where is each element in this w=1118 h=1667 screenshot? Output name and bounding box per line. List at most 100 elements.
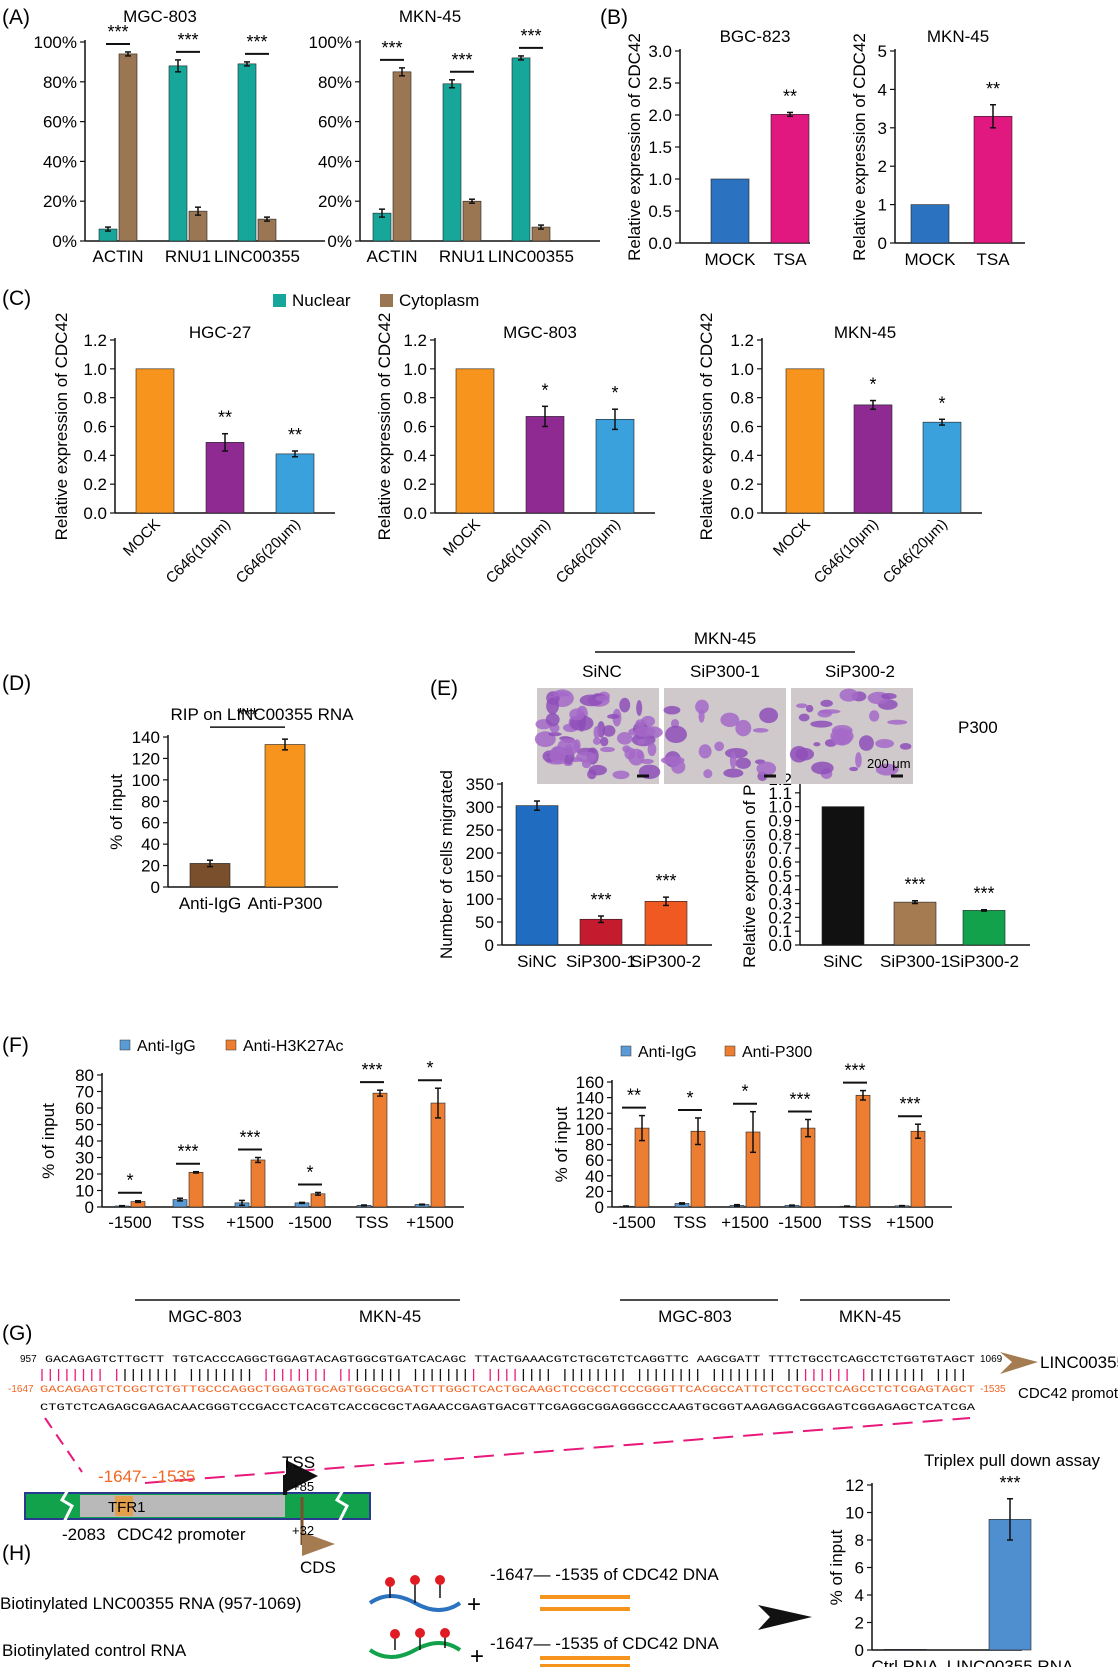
sig-label: ** <box>218 408 232 428</box>
migrated-cell <box>698 744 712 759</box>
y-tick-label: 0 <box>85 1198 94 1217</box>
bar-anti-p300 <box>264 744 306 888</box>
migrated-cell <box>789 745 808 763</box>
bar-mock <box>785 368 825 514</box>
legend-cytoplasm-label: Cytoplasm <box>399 291 479 310</box>
micrograph-sip300-2 <box>789 688 913 784</box>
legend-f1-igg-swatch <box>119 1039 131 1051</box>
y-tick-label: 140 <box>132 728 160 747</box>
y-tick-label: 0.6 <box>730 418 754 437</box>
bar-c646-20-m- <box>275 453 315 514</box>
x-tick-label: ACTIN <box>367 247 418 266</box>
y-tick-label: 120 <box>576 1104 604 1123</box>
migrated-cell <box>695 699 709 714</box>
y-axis-label: % of input <box>827 1529 846 1605</box>
chart-c3: 0.0 0.2 0.4 0.6 0.8 1.0 1.2 MKN-45 Relative expr… <box>697 313 982 587</box>
chart-e1: 0 50 100 150 200 250 300 350 Number of cells mig… <box>437 770 712 971</box>
migrated-cell <box>636 700 643 716</box>
bar-anti-p300 <box>855 1094 871 1208</box>
x-tick-label: SiP300-2 <box>949 952 1019 971</box>
migrated-cell <box>665 725 687 744</box>
sig-label: *** <box>361 1060 382 1080</box>
y-tick-label: 1.2 <box>403 331 427 350</box>
sig-label: *** <box>904 875 925 895</box>
bar-nuclear <box>442 83 462 242</box>
migrated-cell <box>698 709 705 723</box>
y-tick-label: 40 <box>141 835 160 854</box>
y-tick-label: 0.3 <box>768 895 792 914</box>
chart-c1: 0.0 0.2 0.4 0.6 0.8 1.0 1.2 HGC-27 Relative expr… <box>52 313 335 587</box>
y-tick-label: 0 <box>855 1641 864 1660</box>
panel-label-a: (A) <box>2 6 30 29</box>
break-left-icon <box>59 1489 74 1523</box>
g-promoter-label: CDC42 promoter <box>117 1525 246 1544</box>
chart-title: MKN-45 <box>834 323 896 342</box>
migrated-cell <box>724 747 748 759</box>
migrated-cell <box>635 719 646 727</box>
y-tick-label: 160 <box>576 1073 604 1092</box>
y-tick-label: 250 <box>466 821 494 840</box>
legend-f1: Anti-IgG Anti-H3K27Ac <box>119 1038 344 1055</box>
bar-c646-10-m- <box>525 416 565 514</box>
x-tick-label: MOCK <box>440 516 484 560</box>
y-axis-label: Relative expression of CDC42 <box>850 33 869 261</box>
y-tick-label: 20 <box>141 857 160 876</box>
migrated-cell <box>735 719 752 737</box>
bar-nuclear <box>168 65 188 242</box>
migrated-cell <box>723 768 744 778</box>
x-tick-label: C646(10μm) <box>811 516 882 587</box>
g-lnc-label: LINC00355 <box>1040 1353 1118 1372</box>
migrated-cell <box>593 726 600 739</box>
sig-label: *** <box>999 1473 1020 1493</box>
y-tick-label: 2.0 <box>648 106 672 125</box>
h-result-arrow-icon <box>758 1605 812 1630</box>
bar-mock <box>455 368 495 514</box>
x-tick-label: MOCK <box>705 250 757 269</box>
migrated-cell <box>795 703 808 709</box>
x-tick-label: Anti-P300 <box>248 894 323 913</box>
sig-label: *** <box>655 871 676 891</box>
bar-anti-p300 <box>910 1130 926 1208</box>
y-tick-label: 3 <box>878 119 887 138</box>
micrograph-sip300-1 <box>660 688 786 784</box>
bar-anti-h3k27ac <box>250 1159 266 1208</box>
g-region-label: -1647- -1535 <box>98 1467 195 1486</box>
chart-title: BGC-823 <box>720 27 791 46</box>
y-tick-label: 1.1 <box>768 784 792 803</box>
x-tick-label: +1500 <box>886 1213 934 1232</box>
x-tick-label: TSS <box>355 1213 388 1232</box>
x-tick-label: LINC00355 RNA <box>947 1657 1074 1667</box>
f1-group-mgc: MGC-803 <box>168 1307 242 1326</box>
y-tick-label: 0.7 <box>768 839 792 858</box>
chart-a1: 0% 20% 40% 60% 80% 100% MGC-803 ACTIN *** RNU1 ***… <box>34 7 325 266</box>
migrated-cell <box>752 728 769 733</box>
sig-label: ** <box>986 79 1000 99</box>
bar-cytoplasm <box>257 218 277 242</box>
bar-sip300-1 <box>579 918 623 946</box>
y-axis-label: Relative expression of P300 <box>740 756 759 968</box>
migrated-cell <box>617 732 633 745</box>
migrated-cell <box>720 712 740 728</box>
bar-sinc <box>515 805 559 946</box>
x-tick-label: RNU1 <box>165 247 211 266</box>
biotin-markers-1 <box>385 1575 445 1603</box>
y-tick-label: 1.2 <box>83 331 107 350</box>
y-tick-label: 40 <box>585 1167 604 1186</box>
sig-label: ** <box>627 1086 641 1106</box>
sig-label: * <box>611 383 618 403</box>
sig-label: * <box>126 1171 133 1191</box>
sig-label: * <box>869 375 876 395</box>
chart-title: MKN-45 <box>399 7 461 26</box>
y-tick-label: 50 <box>475 913 494 932</box>
x-tick-label: TSA <box>976 250 1010 269</box>
migrated-cell <box>810 720 833 728</box>
y-tick-label: 60% <box>318 113 352 132</box>
bar-nuclear <box>511 57 531 242</box>
y-axis-label: Relative expression of CDC42 <box>625 33 644 261</box>
x-tick-label: C646(10μm) <box>483 516 554 587</box>
sig-label: *** <box>177 30 198 50</box>
legend-f1-other: Anti-H3K27Ac <box>243 1038 344 1055</box>
y-tick-label: 1.0 <box>83 360 107 379</box>
legend-f2: Anti-IgG Anti-P300 <box>620 1044 812 1061</box>
chart-title: MKN-45 <box>927 27 989 46</box>
